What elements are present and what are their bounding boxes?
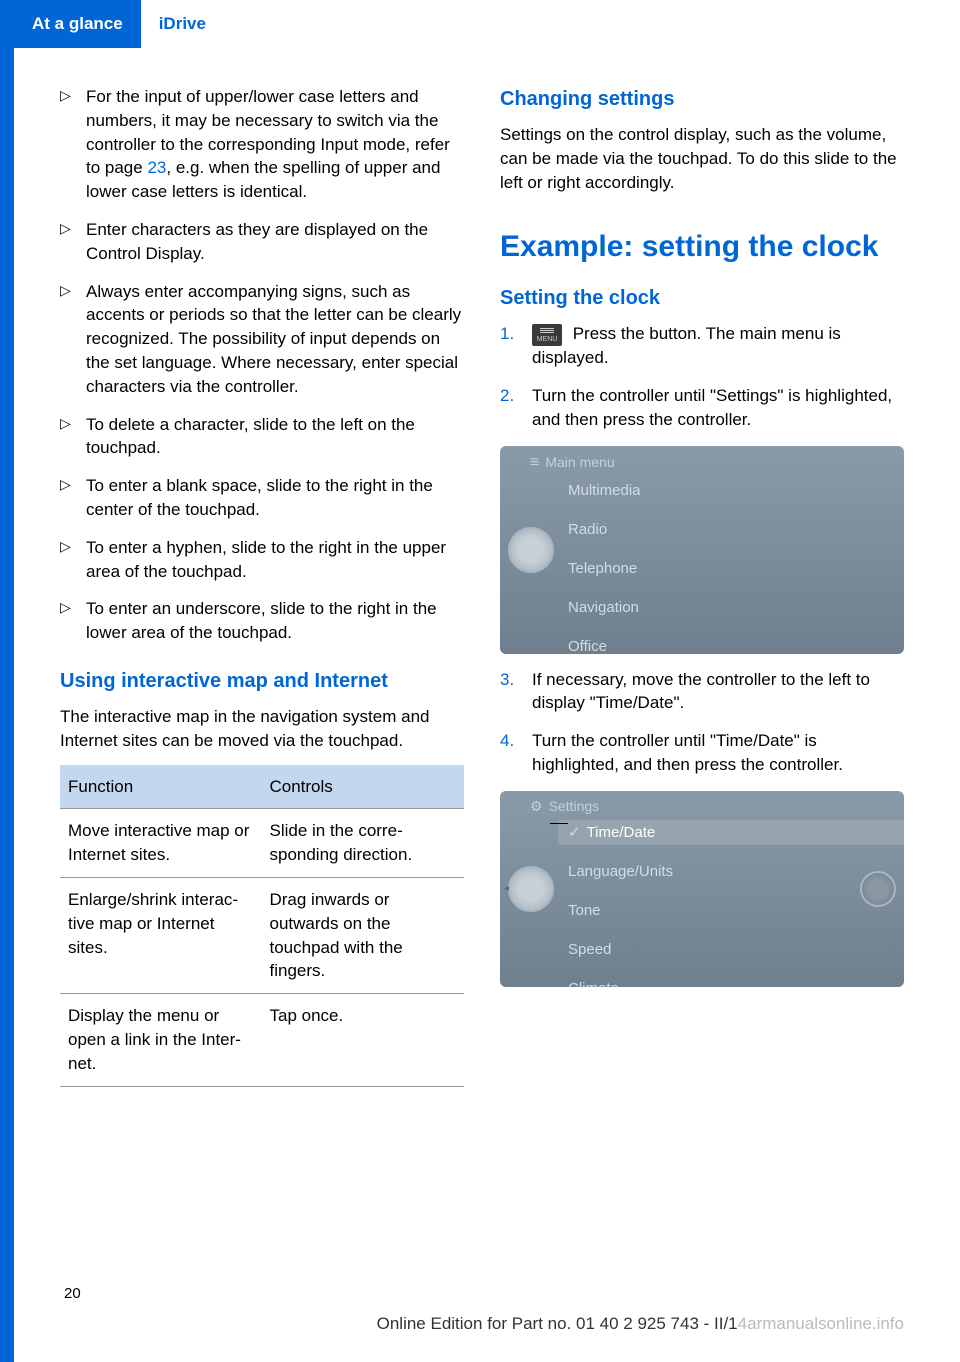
controller-knob-icon [508, 527, 554, 573]
screenshot-menu-item: Telephone [568, 556, 904, 581]
step-item: 1. Press the button. The main menu is di… [500, 322, 904, 370]
table-cell-controls: Drag inwards or outwards on the touchpad… [261, 877, 464, 993]
step-number: 4. [500, 729, 514, 753]
step-item: 4. Turn the controller until "Time/Date" … [500, 729, 904, 777]
table-row: Enlarge/shrink interac­tive map or Inter… [60, 877, 464, 993]
screenshot-menu-item: Speed [568, 937, 904, 962]
left-column: For the input of upper/lower case letter… [60, 85, 464, 1087]
screenshot-menu-list: Time/DateLanguage/UnitsToneSpeedClimateL… [500, 818, 904, 986]
bullet-item: For the input of upper/lower case letter… [60, 85, 464, 204]
header-tab-idrive: iDrive [141, 0, 224, 48]
edition-faded: 4 [738, 1314, 747, 1333]
screenshot-wrapper: Main menuMultimedia Radio Telephone Navigat… [500, 446, 904, 654]
table-cell-controls: Tap once. [261, 994, 464, 1086]
heading-example-clock: Example: setting the clock [500, 226, 904, 268]
step-text: Turn the controller until "Time/Date" is… [532, 731, 843, 774]
screenshot-menu-list: Multimedia Radio Telephone Navigation Office… [500, 476, 904, 654]
menu-button-icon [532, 324, 562, 346]
screenshot-menu-item: Climate [568, 976, 904, 986]
step-number: 1. [500, 322, 514, 346]
table-row: Move interactive map or Internet sites.S… [60, 809, 464, 878]
watermark-text: armanualsonline.info [747, 1314, 904, 1333]
steps-list: 1. Press the button. The main menu is di… [500, 322, 904, 986]
screenshot-menu-item: Tone [568, 898, 904, 923]
table-header-function: Function [60, 765, 261, 809]
bullet-list: For the input of upper/lower case letter… [60, 85, 464, 645]
step-number: 3. [500, 668, 514, 692]
table-row: Display the menu or open a link in the I… [60, 994, 464, 1086]
screenshot-title: Main menu [500, 446, 904, 476]
step-number: 2. [500, 384, 514, 408]
table-cell-function: Move interactive map or Internet sites. [60, 809, 261, 878]
screenshot-menu-item: Time/Date [558, 820, 904, 845]
right-column: Changing settings Settings on the contro… [500, 85, 904, 1087]
left-blue-bar [0, 0, 14, 1362]
header: At a glance iDrive [14, 0, 960, 48]
screenshot-menu-item: Navigation [568, 595, 904, 620]
controller-knob-icon [508, 866, 554, 912]
step-item: 3. If necessary, move the controller to t… [500, 668, 904, 716]
heading-setting-clock: Setting the clock [500, 284, 904, 312]
gear-icon [530, 797, 543, 817]
screenshot-menu-item: Multimedia [568, 478, 904, 503]
table-cell-controls: Slide in the corre­sponding direction. [261, 809, 464, 878]
heading-changing-settings: Changing settings [500, 85, 904, 113]
step-text: If necessary, move the controller to the… [532, 670, 870, 713]
hamburger-icon [530, 452, 539, 474]
callout-line [550, 823, 568, 824]
controller-ring-icon [860, 871, 896, 907]
header-tab-at-a-glance: At a glance [14, 0, 141, 48]
table-header-controls: Controls [261, 765, 464, 809]
page-link[interactable]: 23 [147, 158, 166, 177]
screenshot-menu-item: Office [568, 634, 904, 654]
screenshot-wrapper: SettingsTime/Date Language/Units Tone Speed… [500, 791, 904, 987]
heading-interactive-map: Using interactive map and Internet [60, 667, 464, 695]
footer-edition: Online Edition for Part no. 01 40 2 925 … [377, 1314, 904, 1334]
bullet-item: To enter a blank space, slide to the rig… [60, 474, 464, 522]
page-number: 20 [64, 1285, 81, 1302]
screenshot-menu-item: Language/Units [568, 859, 904, 884]
step-item: 2. Turn the controller until "Settings" i… [500, 384, 904, 432]
bullet-item: To delete a character, slide to the left… [60, 413, 464, 461]
content: For the input of upper/lower case letter… [60, 85, 904, 1087]
screenshot-menu-item: Radio [568, 517, 904, 542]
idrive-screenshot: SettingsTime/Date Language/Units Tone Speed… [500, 791, 904, 987]
bullet-item: Always enter accompanying signs, such as… [60, 280, 464, 399]
step-text: Press the button. The main menu is displ… [532, 324, 841, 367]
screenshot-title: Settings [500, 791, 904, 819]
bullet-item: Enter characters as they are displayed o… [60, 218, 464, 266]
changing-settings-paragraph: Settings on the control display, such as… [500, 123, 904, 194]
bullet-item: To enter an underscore, slide to the rig… [60, 597, 464, 645]
function-controls-table: Function Controls Move interactive map o… [60, 765, 464, 1087]
bullet-item: To enter a hyphen, slide to the right in… [60, 536, 464, 584]
table-cell-function: Display the menu or open a link in the I… [60, 994, 261, 1086]
edition-text: Online Edition for Part no. 01 40 2 925 … [377, 1314, 738, 1333]
step-text: Turn the controller until "Settings" is … [532, 386, 892, 429]
interactive-map-paragraph: The interactive map in the navigation sy… [60, 705, 464, 753]
idrive-screenshot: Main menuMultimedia Radio Telephone Navigat… [500, 446, 904, 654]
table-cell-function: Enlarge/shrink interac­tive map or Inter… [60, 877, 261, 993]
